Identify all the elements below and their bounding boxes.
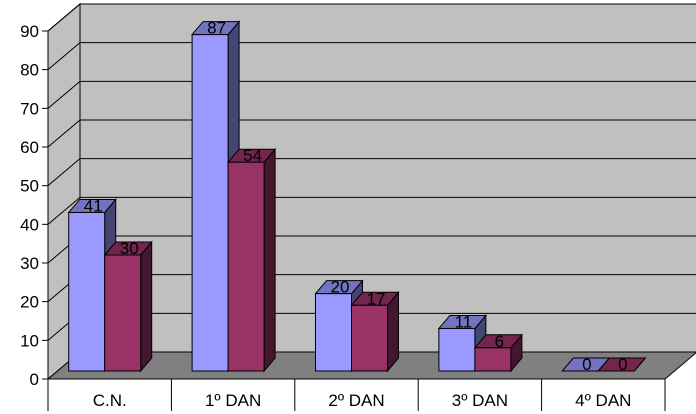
- gridline: [47, 119, 696, 148]
- bar-series-2: [473, 333, 523, 373]
- bar-series-1: [67, 198, 117, 373]
- bar-series-2: [597, 357, 647, 372]
- axes: [42, 30, 666, 411]
- bar: [68, 211, 106, 372]
- y-tick-label: 50: [20, 177, 39, 196]
- bar: [315, 293, 352, 372]
- x-tick-label: C.N.: [93, 391, 127, 410]
- bar-top: [597, 357, 647, 372]
- bar-series-2: [350, 290, 400, 373]
- data-label: 30: [120, 239, 139, 258]
- y-tick-label: 90: [20, 22, 39, 41]
- bars: [67, 20, 647, 373]
- data-label: 87: [207, 19, 226, 38]
- gridline: [47, 158, 696, 187]
- data-label: 6: [495, 332, 504, 351]
- gridline: [47, 196, 696, 225]
- data-label: 54: [243, 146, 262, 165]
- bar: [191, 34, 229, 372]
- y-tick-label: 30: [20, 254, 39, 273]
- y-tick-label: 60: [20, 138, 39, 157]
- gridline: [47, 3, 696, 32]
- bar-series-2: [103, 240, 153, 373]
- bar: [438, 327, 476, 372]
- bar: [227, 161, 265, 372]
- data-label: 0: [618, 355, 627, 374]
- y-tick-label: 80: [20, 61, 39, 80]
- y-tick-label: 20: [20, 293, 39, 312]
- y-tick-label: 0: [30, 370, 39, 389]
- gridline: [47, 80, 696, 109]
- bar-series-2: [227, 147, 277, 373]
- data-label: 0: [582, 355, 591, 374]
- y-tick-label: 10: [20, 331, 39, 350]
- x-tick-label: 2º DAN: [328, 391, 384, 410]
- bar-side: [140, 240, 153, 373]
- x-tick-label: 1º DAN: [205, 391, 261, 410]
- x-tick-label: 4º DAN: [575, 391, 631, 410]
- data-label: 11: [455, 312, 473, 331]
- gridline: [47, 42, 696, 71]
- bar: [351, 304, 388, 372]
- y-tick-label: 40: [20, 215, 39, 234]
- bar: [474, 347, 512, 372]
- data-label: 20: [331, 278, 350, 297]
- data-label: 41: [84, 196, 103, 215]
- x-tick-label: 3º DAN: [452, 391, 508, 410]
- bar-side: [263, 147, 276, 373]
- bar: [104, 254, 142, 372]
- y-tick-label: 70: [20, 99, 39, 118]
- data-label: 17: [367, 289, 386, 308]
